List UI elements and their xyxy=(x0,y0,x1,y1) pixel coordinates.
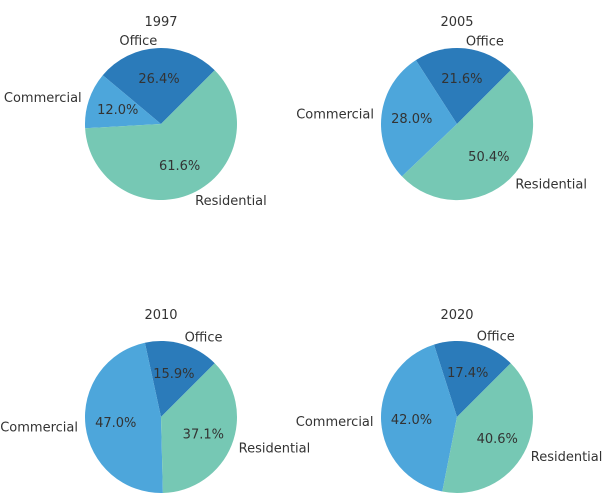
pie-category-label-office: Office xyxy=(119,34,157,49)
pie-chart-2010: 2010 15.9% Office 47.0% Commercial 37.1% Resid… xyxy=(0,308,311,494)
pie-slice-commercial xyxy=(381,60,457,177)
pie-category-label-office: Office xyxy=(185,330,223,345)
pie-pct-label-residential: 37.1% xyxy=(183,427,224,442)
pie-chart-1997: 1997 26.4% Office 12.0% Commercial 61.6% Resid… xyxy=(4,15,267,209)
pie-category-label-residential: Residential xyxy=(515,177,587,192)
pie-slice-office xyxy=(415,47,511,125)
pie-pct-label-office: 21.6% xyxy=(441,72,482,87)
pie-slice-residential xyxy=(401,70,534,201)
chart-title: 2020 xyxy=(440,308,473,323)
pie-chart-2020: 2020 17.4% Office 42.0% Commercial 40.6% Resid… xyxy=(296,308,603,493)
chart-title: 2010 xyxy=(144,308,177,323)
pie-slice-residential xyxy=(161,363,238,493)
pie-pct-label-commercial: 47.0% xyxy=(95,416,136,431)
pie-pct-label-residential: 40.6% xyxy=(477,432,518,447)
pie-slice-commercial xyxy=(380,344,457,492)
pie-category-label-commercial: Commercial xyxy=(0,420,78,435)
pie-pct-label-residential: 61.6% xyxy=(159,159,200,174)
pie-pct-label-office: 17.4% xyxy=(447,366,488,381)
pie-slice-office xyxy=(144,341,215,417)
pie-pct-label-office: 26.4% xyxy=(138,72,179,87)
pie-slice-office xyxy=(102,48,215,124)
pie-category-label-residential: Residential xyxy=(195,194,267,209)
pie-slice-commercial xyxy=(84,342,163,494)
pie-pct-label-residential: 50.4% xyxy=(468,150,509,165)
pie-category-label-residential: Residential xyxy=(531,450,603,465)
pie-slice-office xyxy=(433,340,511,417)
pie-pct-label-office: 15.9% xyxy=(153,367,194,382)
pie-pct-label-commercial: 42.0% xyxy=(391,413,432,428)
pie-category-label-commercial: Commercial xyxy=(296,415,374,430)
pie-slice-residential xyxy=(85,70,237,200)
pie-category-label-commercial: Commercial xyxy=(296,108,374,123)
pie-pct-label-commercial: 28.0% xyxy=(391,112,432,127)
pie-category-label-residential: Residential xyxy=(239,442,311,457)
pie-pct-label-commercial: 12.0% xyxy=(97,103,138,118)
pie-slice-residential xyxy=(442,363,533,493)
pie-category-label-office: Office xyxy=(466,34,504,49)
pie-chart-2005: 2005 21.6% Office 28.0% Commercial 50.4% Resid… xyxy=(296,15,587,201)
chart-title: 2005 xyxy=(440,15,473,30)
pie-category-label-commercial: Commercial xyxy=(4,91,82,106)
pie-category-label-office: Office xyxy=(477,329,515,344)
chart-title: 1997 xyxy=(144,15,177,30)
pie-slice-commercial xyxy=(84,75,161,129)
